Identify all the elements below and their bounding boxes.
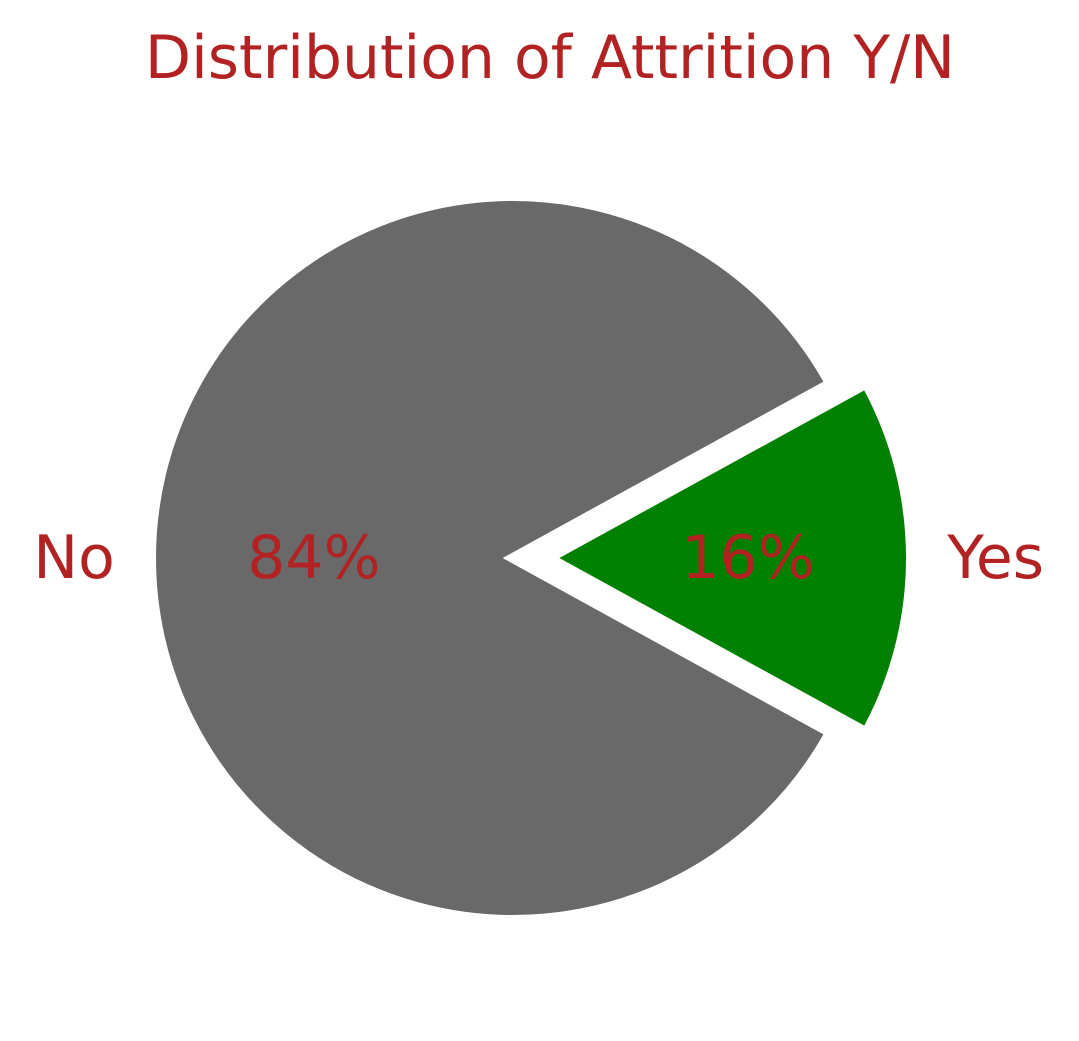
slice-label-yes: Yes [946,523,1044,593]
pie-slice-yes [538,376,916,740]
pct-label-no: 84% [247,523,380,593]
slice-label-no: No [33,523,115,593]
chart-title: Distribution of Attrition Y/N [144,23,956,93]
pct-label-yes: 16% [681,523,814,593]
pie-slice-no [146,191,838,925]
